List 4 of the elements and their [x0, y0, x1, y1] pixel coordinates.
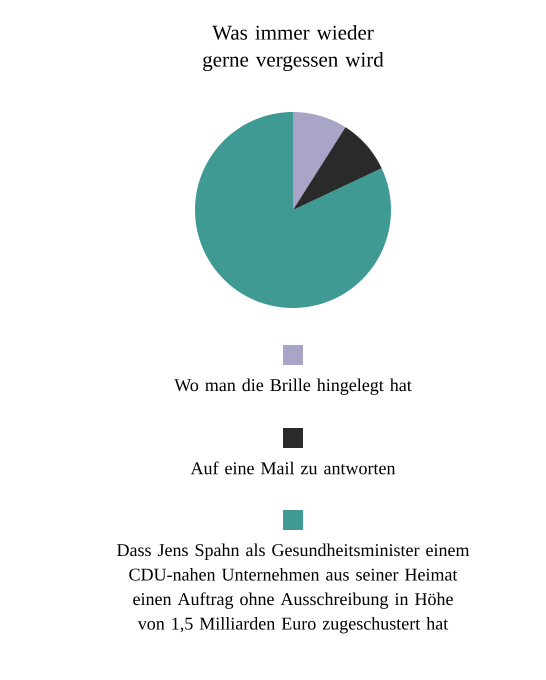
- legend-label: Auf eine Mail zu antworten: [190, 462, 396, 474]
- chart-title: Was immer wieder gerne vergessen wird: [203, 24, 384, 72]
- legend-label: Wo man die Brille hingelegt hat: [174, 378, 412, 395]
- legend-label: Dass Jens Spahn als Gesundheitsminister einem CDU-nahen Unternehmen aus seiner Heimat einen Auftrag ohne Ausschreibung in Höhe von 1,5 Milliarden Euro zugeschustert hat: [117, 544, 470, 634]
